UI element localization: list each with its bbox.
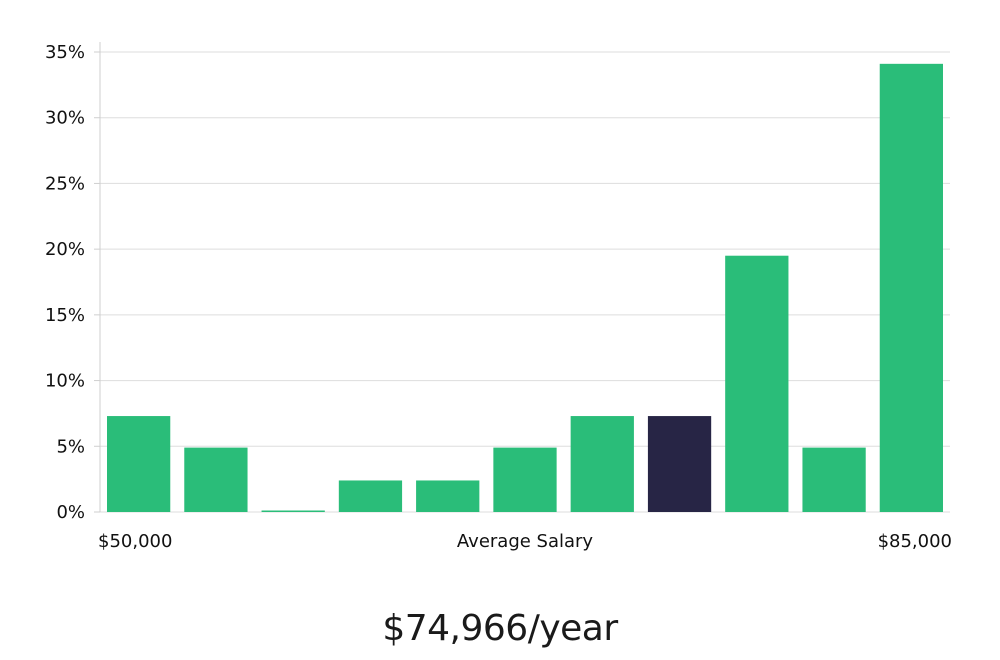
y-tick-label: 5% — [56, 436, 85, 457]
salary-bar — [879, 63, 943, 512]
x-axis-min-label: $50,000 — [98, 531, 172, 552]
salary-bar — [107, 416, 171, 512]
salary-histogram-chart: 0% 5% 10% 15% 20% 25% 30% 35% $50,000 Average S… — [45, 42, 952, 552]
bars — [107, 63, 943, 512]
salary-bar — [338, 480, 403, 512]
y-tick-label: 25% — [45, 173, 85, 194]
y-tick-label: 30% — [45, 108, 85, 129]
y-tick-label: 0% — [56, 502, 85, 523]
salary-bar — [802, 447, 866, 512]
grid-lines — [100, 51, 950, 513]
highlighted-salary-bar — [647, 416, 712, 512]
average-salary-headline: $74,966/year — [382, 608, 618, 649]
salary-bar — [261, 510, 325, 512]
x-axis-max-label: $85,000 — [878, 531, 952, 552]
x-axis-title: Average Salary — [457, 531, 594, 552]
y-tick-label: 10% — [45, 371, 85, 392]
y-tick-label: 35% — [45, 42, 85, 63]
salary-bar — [570, 416, 634, 512]
salary-bar — [493, 447, 557, 512]
salary-bar — [725, 255, 789, 512]
salary-bar — [184, 447, 248, 512]
y-axis-ticks: 0% 5% 10% 15% 20% 25% 30% 35% — [45, 42, 100, 523]
y-tick-label: 20% — [45, 239, 85, 260]
y-tick-label: 15% — [45, 305, 85, 326]
salary-bar — [416, 480, 480, 512]
